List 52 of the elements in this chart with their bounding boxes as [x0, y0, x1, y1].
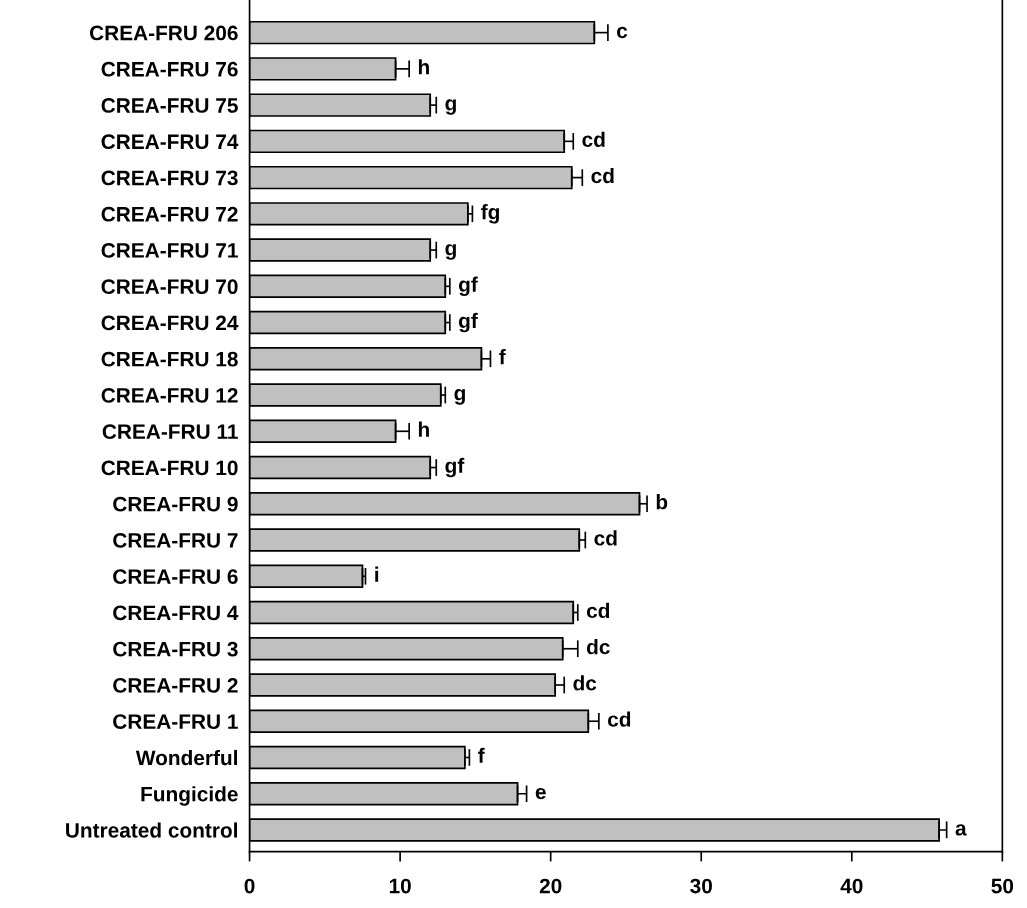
y-tick-label: CREA-FRU 3 [113, 641, 238, 657]
y-tick-label: CREA-FRU 9 [113, 496, 238, 512]
x-tick-label: 30 [690, 878, 712, 894]
y-tick-label: CREA-FRU 2 [113, 677, 238, 693]
annotation: g [445, 244, 456, 260]
y-tick-label: CREA-FRU 11 [102, 424, 238, 440]
annotation: dc [573, 675, 597, 691]
annotation: cd [594, 530, 617, 546]
x-tick-label: 40 [840, 878, 863, 894]
y-tick-label: CREA-FRU 206 [89, 25, 238, 41]
annotation: a [955, 824, 967, 836]
annotation: cd [591, 167, 614, 184]
annotation: c [617, 26, 628, 39]
annotation: dc [586, 639, 610, 655]
y-tick-label: CREA-FRU 1 [113, 714, 238, 729]
y-tick-label: CREA-FRU 24 [101, 315, 239, 331]
annotation: h [418, 59, 429, 75]
annotation: fg [481, 204, 499, 224]
y-tick-label: Wonderful [135, 749, 237, 766]
y-tick-label: CREA-FRU 75 [101, 98, 238, 113]
x-tick-label: 50 [991, 878, 1014, 894]
y-tick-label: CREA-FRU 4 [113, 605, 239, 621]
y-tick-label: CREA-FRU 6 [113, 569, 238, 585]
y-tick-label: CREA-FRU 12 [101, 388, 238, 403]
y-tick-label: CREA-FRU 70 [101, 279, 238, 295]
y-tick-label: CREA-FRU 7 [113, 533, 238, 548]
y-tick-label: Untreated control [66, 822, 237, 838]
annotation: cd [582, 131, 605, 147]
y-tick-label: CREA-FRU 71 [101, 243, 238, 258]
y-tick-label: Fungicide [141, 786, 238, 806]
annotation: f [478, 747, 485, 763]
annotation: f [499, 349, 506, 365]
y-tick-label: CREA-FRU 73 [101, 170, 238, 186]
x-tick-label: 0 [244, 878, 255, 894]
annotation: gf [445, 457, 465, 478]
x-tick-label: 10 [389, 878, 411, 894]
annotation: gf [458, 276, 478, 297]
y-tick-label: CREA-FRU 76 [101, 61, 238, 77]
annotation: gf [458, 312, 478, 333]
annotation: g [454, 389, 465, 405]
annotation: b [656, 494, 668, 510]
y-tick-label: CREA-FRU 18 [101, 351, 238, 367]
annotation: cd [608, 711, 631, 727]
y-tick-label: CREA-FRU 10 [101, 460, 238, 476]
annotation: cd [586, 602, 610, 619]
annotation: g [445, 99, 456, 115]
x-tick-label: 20 [539, 878, 562, 894]
annotation: i [375, 566, 379, 582]
y-tick-label: CREA-FRU 74 [101, 134, 239, 150]
annotation: e [535, 787, 546, 800]
annotation: h [418, 421, 429, 437]
y-tick-label: CREA-FRU 72 [101, 206, 238, 222]
